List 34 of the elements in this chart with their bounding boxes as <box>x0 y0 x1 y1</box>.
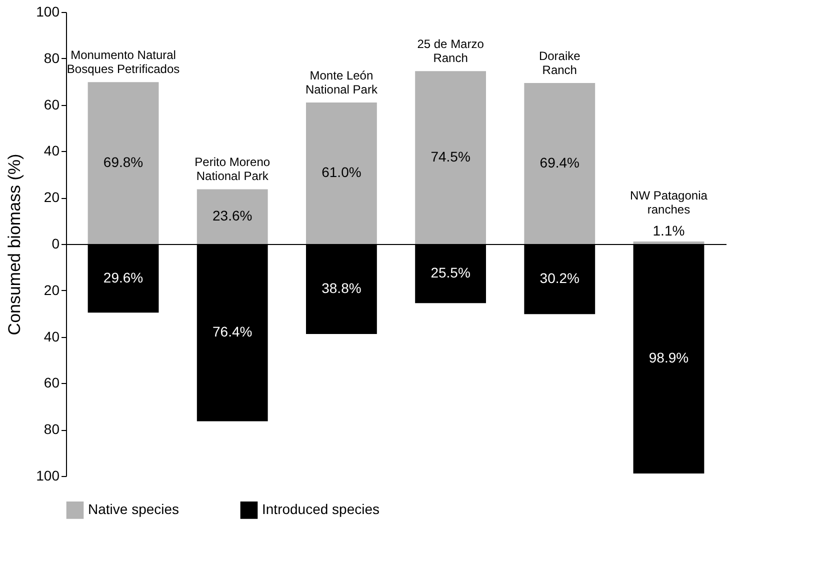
bar <box>196 189 268 244</box>
x-tick-label: 25 de Marzo Ranch <box>417 37 484 66</box>
y-tick-label: 40 <box>44 142 60 159</box>
data-label: 1.1% <box>652 222 685 238</box>
y-tick-label: 100 <box>36 468 60 484</box>
bar <box>633 241 704 244</box>
x-tick-label: Monte León National Park <box>305 68 378 96</box>
data-label: 30.2% <box>540 270 580 286</box>
y-tick-label: 80 <box>44 50 60 66</box>
y-tick-label: 60 <box>44 96 60 112</box>
data-label: 69.4% <box>540 154 580 170</box>
data-label: 74.5% <box>430 148 470 165</box>
y-tick-label: 20 <box>44 282 60 298</box>
data-label: 38.8% <box>322 280 362 296</box>
y-tick-label: 20 <box>44 189 60 206</box>
y-tick-label: 40 <box>44 328 60 344</box>
legend-label: Introduced species <box>262 501 380 518</box>
data-label: 25.5% <box>430 264 470 281</box>
y-tick-label: 60 <box>44 374 60 391</box>
legend-label: Native species <box>88 501 180 518</box>
data-label: 23.6% <box>212 208 252 224</box>
data-label: 29.6% <box>103 269 144 286</box>
x-tick-label: Doraike Ranch <box>538 48 581 77</box>
x-tick-label: Perito Moreno National Park <box>194 155 270 184</box>
y-tick-label: 100 <box>36 4 60 20</box>
y-axis-title: Consumed biomass (%) <box>5 154 24 336</box>
y-tick-label: 80 <box>44 421 60 438</box>
data-label: 61.0% <box>322 164 362 180</box>
x-tick-label: Monumento Natural Bosques Petrificados <box>66 48 180 76</box>
x-tick-label: NW Patagonia ranches <box>630 188 708 216</box>
data-label: 69.8% <box>103 154 144 170</box>
y-tick-label: 0 <box>52 236 60 252</box>
data-label: 98.9% <box>648 350 689 366</box>
data-label: 76.4% <box>212 324 252 340</box>
